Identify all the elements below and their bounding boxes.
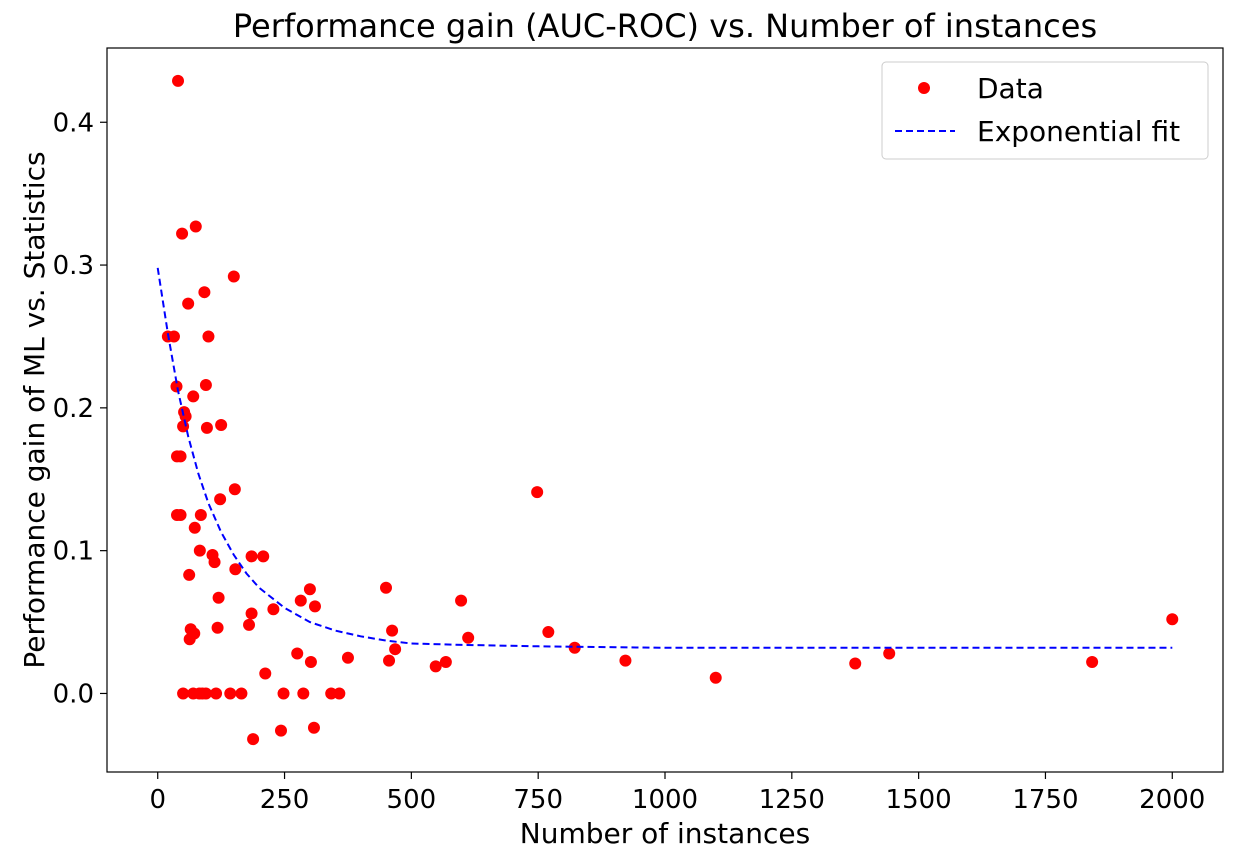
x-tick-label: 1250 <box>759 785 825 815</box>
data-point <box>170 380 183 393</box>
data-point <box>183 568 196 581</box>
data-point <box>172 74 185 87</box>
legend-label-fit: Exponential fit <box>977 115 1180 148</box>
data-point <box>235 687 248 700</box>
data-point <box>267 603 280 616</box>
exponential-fit-line <box>156 267 1173 649</box>
data-point <box>291 647 304 660</box>
y-tick-label: 0.0 <box>53 679 94 709</box>
data-point <box>303 583 316 596</box>
data-point <box>1166 613 1179 626</box>
chart-title: Performance gain (AUC-ROC) vs. Number of… <box>233 7 1097 45</box>
data-point <box>386 624 399 637</box>
y-axis: 0.0 0.1 0.2 0.3 0.4 <box>53 108 107 709</box>
x-tick-label: 1500 <box>886 785 952 815</box>
y-tick-label: 0.1 <box>53 537 94 567</box>
data-point <box>455 594 468 607</box>
data-point <box>568 641 581 654</box>
data-point <box>177 687 190 700</box>
legend-box <box>881 61 1209 160</box>
y-tick-label: 0.4 <box>53 108 94 138</box>
data-point <box>341 651 354 664</box>
x-tick-label: 250 <box>260 785 310 815</box>
data-point <box>224 687 237 700</box>
data-point <box>228 483 241 496</box>
data-point <box>297 687 310 700</box>
data-point <box>247 733 260 746</box>
data-point <box>619 654 632 667</box>
data-point <box>167 330 180 343</box>
data-point <box>439 656 452 669</box>
y-tick-label: 0.3 <box>53 251 94 281</box>
data-point <box>308 600 321 613</box>
legend-label-data: Data <box>977 72 1044 105</box>
data-point <box>193 544 206 557</box>
data-point <box>210 687 223 700</box>
data-point <box>214 493 227 506</box>
data-point <box>176 227 189 240</box>
data-point <box>183 633 196 646</box>
data-point <box>380 581 392 594</box>
data-point <box>243 618 256 631</box>
x-tick-label: 1000 <box>632 785 698 815</box>
data-point <box>208 556 221 569</box>
data-point <box>174 508 187 521</box>
data-point <box>389 643 402 656</box>
data-point <box>245 550 258 563</box>
data-point <box>531 486 544 499</box>
data-point <box>188 521 201 534</box>
data-point <box>304 656 317 669</box>
data-point <box>257 550 270 563</box>
data-point <box>211 621 224 634</box>
data-point <box>883 647 896 660</box>
data-point <box>542 626 555 639</box>
data-point <box>429 660 442 673</box>
data-point <box>187 390 200 403</box>
y-axis-label: Performance gain of ML vs. Statistics <box>18 151 51 668</box>
data-point <box>199 687 212 700</box>
data-point <box>462 631 475 644</box>
x-tick-label: 500 <box>387 785 437 815</box>
legend-marker-data <box>918 82 930 94</box>
data-point <box>227 270 240 283</box>
data-point <box>383 654 396 667</box>
data-point <box>245 607 258 620</box>
data-point <box>294 594 307 607</box>
data-point <box>194 508 207 521</box>
y-tick-label: 0.2 <box>53 394 94 424</box>
data-point <box>277 687 290 700</box>
data-point <box>307 721 320 734</box>
data-point <box>202 330 215 343</box>
data-point <box>709 671 722 684</box>
x-tick-label: 0 <box>149 785 166 815</box>
data-point <box>274 724 287 737</box>
data-point <box>174 450 187 463</box>
data-point <box>215 418 228 431</box>
data-point <box>200 421 213 434</box>
data-point <box>333 687 346 700</box>
data-point <box>1086 656 1099 669</box>
data-point <box>212 591 225 604</box>
data-point <box>199 379 212 392</box>
data-point <box>229 563 242 576</box>
x-axis-label: Number of instances <box>520 817 810 850</box>
data-point <box>259 667 272 680</box>
plot-area <box>156 74 1179 746</box>
legend: Data Exponential fit <box>881 61 1209 160</box>
data-point <box>849 657 862 670</box>
x-tick-label: 750 <box>513 785 563 815</box>
data-point <box>182 297 195 310</box>
x-tick-label: 2000 <box>1139 785 1205 815</box>
data-point <box>189 220 202 233</box>
x-tick-label: 1750 <box>1012 785 1078 815</box>
x-axis: 0 250 500 750 1000 1250 1500 1750 2000 <box>149 772 1205 815</box>
data-point <box>198 286 211 299</box>
